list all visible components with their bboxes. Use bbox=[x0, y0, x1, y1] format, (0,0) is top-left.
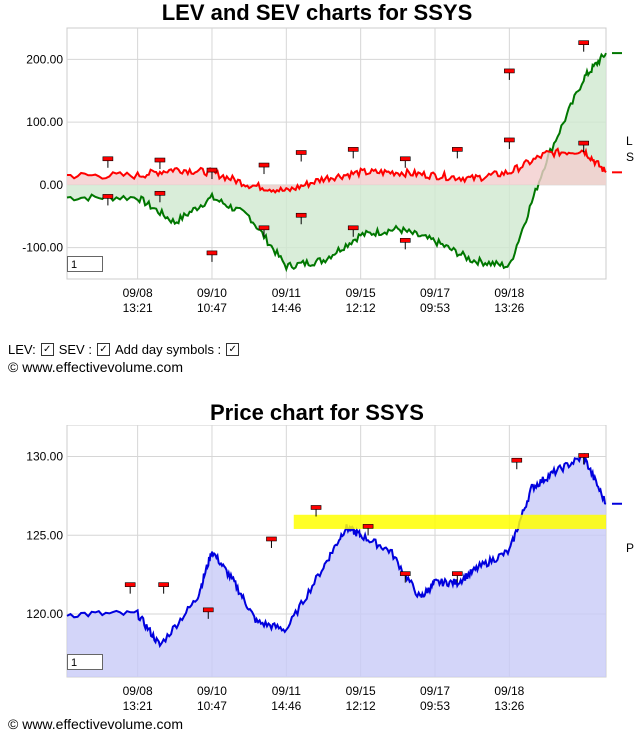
day-symbol-flag bbox=[504, 137, 515, 143]
series-area-L bbox=[67, 53, 606, 270]
x-tick-time: 09:53 bbox=[420, 699, 450, 713]
y-tick-label: 125.00 bbox=[26, 528, 63, 542]
series-line-S bbox=[67, 147, 607, 194]
series-line-L bbox=[66, 52, 607, 273]
day-symbols-label: Add day symbols : bbox=[114, 342, 222, 357]
bottom-zoom-input[interactable]: 1 bbox=[67, 654, 103, 670]
top-series bbox=[66, 52, 622, 273]
series-area-P bbox=[67, 454, 606, 677]
x-tick-date: 09/17 bbox=[420, 684, 450, 698]
x-tick-date: 09/08 bbox=[123, 684, 153, 698]
sev-label: SEV : bbox=[58, 342, 92, 357]
day-symbol-flag bbox=[295, 150, 307, 155]
resistance-band bbox=[293, 514, 606, 529]
bottom-chart-title: Price chart for SSYS bbox=[210, 400, 424, 425]
day-symbol-flag bbox=[102, 194, 114, 199]
day-symbols-checkbox[interactable]: ✓ bbox=[226, 343, 240, 356]
day-symbol-flag bbox=[578, 453, 589, 458]
x-tick-time: 13:26 bbox=[494, 301, 524, 315]
x-tick-date: 09/15 bbox=[346, 684, 376, 698]
top-zoom-input[interactable]: 1 bbox=[67, 256, 103, 272]
credit-bottom: © www.effectivevolume.com bbox=[8, 716, 184, 732]
day-symbol-flag bbox=[452, 571, 463, 576]
day-symbol-flag bbox=[362, 524, 374, 529]
day-symbol-flag bbox=[504, 68, 515, 74]
day-symbol-flag bbox=[202, 607, 214, 613]
x-tick-date: 09/17 bbox=[420, 286, 450, 300]
x-tick-time: 13:21 bbox=[123, 301, 153, 315]
day-symbol-flag bbox=[266, 536, 277, 542]
x-tick-date: 09/15 bbox=[346, 286, 376, 300]
y-tick-label: 200.00 bbox=[26, 52, 63, 66]
y-tick-label: 120.00 bbox=[26, 607, 63, 621]
day-symbol-flag bbox=[206, 250, 218, 256]
x-tick-time: 14:46 bbox=[271, 301, 301, 315]
x-tick-time: 09:53 bbox=[420, 301, 450, 315]
day-symbol-flag bbox=[310, 505, 322, 510]
x-tick-time: 12:12 bbox=[346, 301, 376, 315]
x-tick-time: 12:12 bbox=[346, 699, 376, 713]
day-symbol-flag bbox=[399, 156, 411, 162]
x-tick-date: 09/18 bbox=[494, 286, 524, 300]
day-symbol-flag bbox=[258, 225, 270, 231]
x-tick-time: 13:26 bbox=[494, 699, 524, 713]
x-tick-time: 10:47 bbox=[197, 301, 227, 315]
legend-sev: S bbox=[626, 150, 634, 164]
x-tick-date: 09/08 bbox=[123, 286, 153, 300]
legend-price: P bbox=[626, 541, 634, 555]
day-symbol-flag bbox=[206, 167, 218, 173]
series-area-S bbox=[67, 148, 606, 193]
day-symbol-flag bbox=[578, 40, 589, 45]
x-tick-time: 13:21 bbox=[123, 699, 153, 713]
lev-checkbox[interactable]: ✓ bbox=[40, 343, 54, 356]
day-symbol-flag bbox=[158, 582, 169, 587]
x-tick-date: 09/10 bbox=[197, 286, 227, 300]
top-chart-title: LEV and SEV charts for SSYS bbox=[161, 0, 473, 25]
day-symbol-flag bbox=[102, 156, 114, 162]
credit-top: © www.effectivevolume.com bbox=[8, 359, 184, 375]
y-tick-label: -100.00 bbox=[22, 241, 63, 255]
y-tick-label: 130.00 bbox=[26, 450, 63, 464]
day-symbol-flag bbox=[258, 162, 270, 168]
day-symbol-flag bbox=[295, 212, 307, 218]
legend-lev: L bbox=[626, 134, 633, 148]
series-controls: LEV: ✓ SEV : ✓ Add day symbols : ✓ bbox=[8, 342, 242, 357]
day-symbol-flag bbox=[154, 157, 166, 163]
day-symbol-flag bbox=[511, 457, 523, 463]
y-tick-label: 100.00 bbox=[26, 115, 63, 129]
lev-label: LEV: bbox=[8, 342, 36, 357]
y-tick-label: 0.00 bbox=[40, 178, 64, 192]
x-tick-date: 09/11 bbox=[272, 684, 301, 698]
x-tick-date: 09/10 bbox=[197, 684, 227, 698]
top-day-symbols bbox=[102, 40, 589, 262]
day-symbol-flag bbox=[154, 190, 166, 196]
x-tick-time: 14:46 bbox=[271, 699, 301, 713]
day-symbol-flag bbox=[399, 238, 411, 243]
day-symbol-flag bbox=[347, 225, 359, 231]
day-symbol-flag bbox=[399, 571, 411, 576]
day-symbol-flag bbox=[347, 147, 359, 152]
day-symbol-flag bbox=[452, 147, 463, 152]
day-symbol-flag bbox=[578, 140, 589, 146]
x-tick-date: 09/11 bbox=[272, 286, 301, 300]
series-line-P bbox=[66, 452, 607, 649]
x-tick-date: 09/18 bbox=[494, 684, 524, 698]
x-tick-time: 10:47 bbox=[197, 699, 227, 713]
sev-checkbox[interactable]: ✓ bbox=[96, 343, 110, 356]
day-symbol-flag bbox=[124, 582, 136, 587]
